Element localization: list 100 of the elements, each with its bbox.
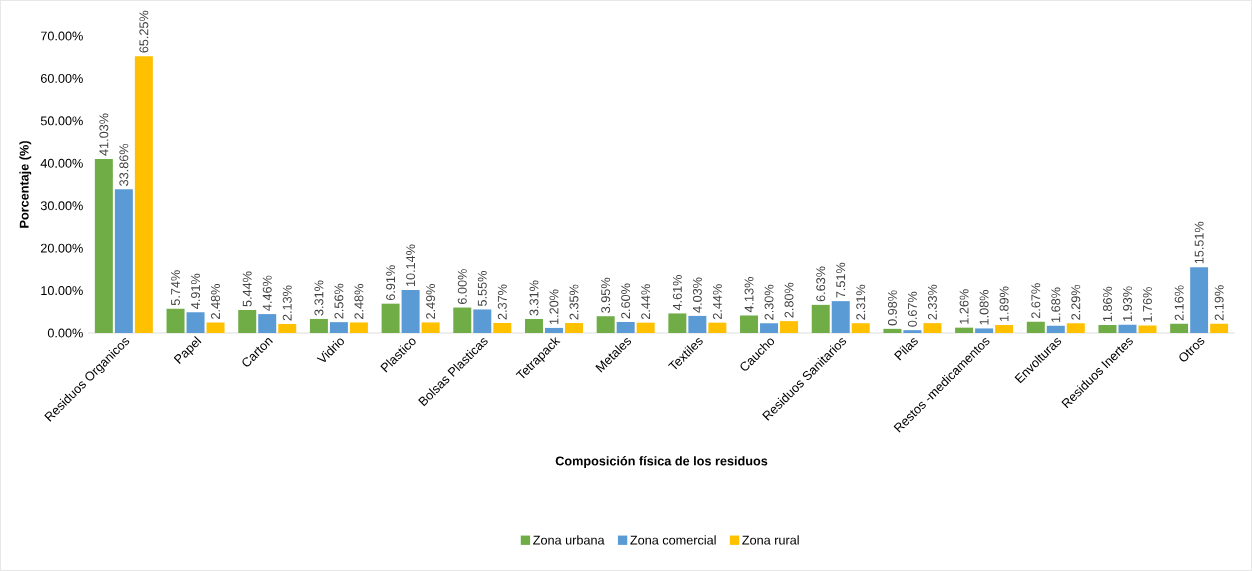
bar — [831, 301, 850, 333]
data-label: 3.31% — [314, 280, 324, 316]
data-label: 2.67% — [1031, 283, 1041, 319]
data-label: 4.91% — [191, 273, 201, 309]
data-label: 65.25% — [139, 10, 149, 53]
data-label: 2.56% — [334, 283, 344, 319]
bar — [1210, 323, 1229, 333]
bar — [851, 323, 870, 333]
data-label: 3.31% — [529, 280, 539, 316]
bar — [453, 307, 472, 333]
bar — [923, 323, 942, 333]
y-tick-label: 50.00% — [40, 116, 83, 126]
data-label: 2.30% — [764, 284, 774, 320]
bar — [811, 304, 830, 333]
data-label: 10.14% — [406, 244, 416, 287]
data-label: 1.86% — [1103, 286, 1112, 322]
x-axis-title: Composición física de los residuos — [555, 456, 768, 468]
data-label: 2.48% — [211, 284, 221, 319]
y-tick-label: 20.00% — [40, 243, 83, 253]
y-tick-label: 70.00% — [40, 31, 83, 41]
bar — [473, 309, 492, 333]
bar — [1046, 325, 1065, 333]
bar — [329, 322, 348, 333]
data-label: 33.86% — [119, 143, 129, 186]
data-label: 2.48% — [354, 284, 364, 319]
bar — [1138, 325, 1157, 333]
bar — [114, 189, 133, 333]
bar — [760, 323, 779, 333]
bar — [708, 322, 727, 333]
bar — [1118, 324, 1137, 333]
data-label: 41.03% — [99, 113, 109, 156]
bar — [975, 328, 994, 333]
data-label: 1.76% — [1143, 287, 1152, 322]
bar — [636, 322, 655, 333]
bar — [206, 322, 225, 333]
legend-label: Zona urbana — [533, 535, 605, 545]
data-label: 6.91% — [386, 265, 396, 301]
bar — [780, 321, 799, 333]
y-tick-label: 30.00% — [40, 201, 83, 211]
bar — [524, 318, 543, 333]
data-label: 2.44% — [641, 284, 651, 320]
data-label: 2.29% — [1071, 284, 1081, 320]
bar — [166, 308, 185, 333]
data-label: 2.31% — [856, 284, 866, 320]
y-tick-label: 60.00% — [40, 73, 83, 83]
y-tick-label: 10.00% — [41, 286, 83, 296]
bar — [955, 327, 974, 333]
y-tick-label: 40.00% — [40, 158, 83, 168]
bar — [401, 289, 420, 333]
bar — [740, 315, 759, 333]
bar — [381, 303, 400, 333]
bar — [493, 322, 512, 333]
bar — [883, 328, 902, 333]
data-label: 5.55% — [477, 271, 487, 307]
bar — [421, 322, 440, 333]
bar — [596, 316, 615, 333]
data-label: 2.49% — [426, 284, 436, 319]
data-label: 4.13% — [744, 277, 754, 313]
data-label: 0.67% — [907, 291, 917, 327]
legend-label: Zona rural — [742, 535, 799, 545]
bar — [186, 312, 205, 333]
data-label: 1.08% — [979, 290, 989, 325]
legend-label: Zona comercial — [630, 535, 716, 545]
bar — [668, 313, 687, 333]
data-label: 2.80% — [784, 282, 794, 318]
data-label: 0.98% — [887, 290, 897, 326]
data-label: 1.89% — [999, 286, 1009, 322]
data-label: 1.26% — [959, 289, 969, 324]
data-label: 2.35% — [569, 284, 579, 320]
data-label: 2.33% — [927, 284, 937, 320]
bar — [94, 158, 113, 333]
data-label: 1.68% — [1051, 287, 1061, 322]
data-label: 7.51% — [836, 262, 846, 298]
data-label: 2.16% — [1174, 285, 1184, 321]
bar — [134, 56, 153, 333]
data-label: 2.19% — [1214, 285, 1224, 321]
y-axis-title: Porcentaje (%) — [19, 141, 32, 228]
data-label: 5.74% — [171, 270, 180, 306]
bar — [1098, 325, 1117, 333]
bar — [616, 321, 635, 333]
bar — [564, 323, 583, 333]
data-label: 2.44% — [712, 284, 722, 320]
data-label: 2.13% — [282, 285, 292, 321]
data-label: 2.37% — [497, 284, 507, 320]
data-label: 15.51% — [1194, 221, 1204, 264]
y-tick-label: 0.00% — [47, 328, 83, 338]
bar — [278, 323, 297, 333]
bar — [1190, 267, 1209, 333]
bar — [903, 330, 922, 333]
bar — [544, 327, 563, 333]
bar — [1026, 321, 1045, 333]
data-label: 1.93% — [1123, 286, 1132, 321]
data-label: 1.20% — [549, 289, 559, 325]
data-label: 4.03% — [692, 277, 702, 313]
bar — [349, 322, 368, 333]
data-label: 6.63% — [816, 266, 826, 302]
data-label: 4.61% — [672, 275, 682, 311]
bar — [995, 324, 1014, 333]
bar — [688, 315, 707, 333]
data-label: 6.00% — [457, 269, 467, 304]
